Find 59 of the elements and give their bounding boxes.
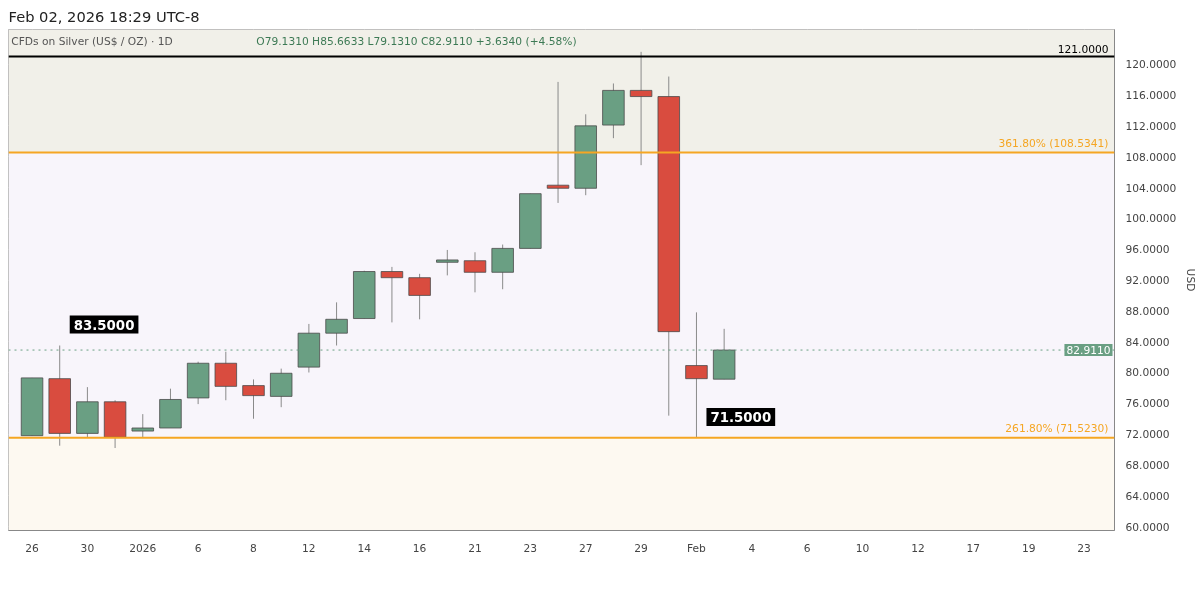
y-tick-label: 68.0000	[1125, 458, 1170, 472]
x-tick-label: 23	[1077, 541, 1091, 555]
y-tick-label: 104.0000	[1125, 181, 1177, 195]
y-tick-label: 76.0000	[1125, 397, 1170, 411]
candlestick	[546, 81, 570, 204]
y-tick-label: 84.0000	[1125, 335, 1170, 349]
y-tick-label: 112.0000	[1125, 119, 1177, 133]
candlestick	[685, 311, 708, 439]
x-tick-label: 4	[748, 541, 756, 555]
x-tick-label: Feb	[687, 541, 707, 555]
x-tick-label: 8	[250, 541, 258, 555]
text: Feb 02, 2026 18:29 UTC-8	[8, 7, 200, 25]
candlestick	[214, 351, 238, 401]
x-tick-label: 19	[1021, 541, 1036, 555]
y-tick-label: 88.0000	[1125, 304, 1170, 318]
x-tick-label: 6	[194, 541, 202, 555]
x-tick-label: 6	[803, 541, 811, 555]
candlestick	[463, 251, 487, 293]
ref-line-label: 261.80% (71.5230)	[1005, 421, 1109, 435]
ref-line-label: 361.80% (108.5341)	[998, 136, 1109, 150]
x-tick-label: 12	[302, 541, 316, 555]
ref-line-label: 82.9110	[1066, 344, 1111, 358]
candlestick	[408, 273, 431, 320]
x-tick-label: 17	[966, 541, 981, 555]
x-tick-label: 12	[911, 541, 925, 555]
candlestick	[436, 249, 459, 276]
x-tick-label: 29	[634, 541, 649, 555]
x-tick-label: 2026	[129, 541, 157, 555]
x-tick-label: 26	[25, 541, 40, 555]
candlestick	[629, 51, 653, 166]
candlestick	[325, 301, 348, 347]
y-tick-label: 116.0000	[1125, 89, 1177, 103]
x-tick-label: 23	[523, 541, 538, 555]
annotation: 83.5000	[73, 317, 135, 333]
candlestick	[242, 378, 265, 420]
y-tick-label: 108.0000	[1125, 150, 1177, 164]
y-tick-label: 72.0000	[1125, 428, 1170, 442]
y-tick-label: 96.0000	[1125, 243, 1170, 257]
y-tick-label: 60.0000	[1125, 520, 1170, 534]
y-axis-title: USD	[1184, 268, 1198, 292]
y-tick-label: 64.0000	[1125, 489, 1170, 503]
annotation: 71.5000	[710, 410, 772, 426]
y-tick-label: 120.0000	[1125, 58, 1177, 72]
ref-line-label: 121.0000	[1057, 43, 1109, 57]
x-tick-label: 10	[855, 541, 870, 555]
text: CFDs on Silver (US$ / OZ) · 1D	[11, 34, 173, 48]
candlestick	[270, 368, 293, 408]
x-tick-label: 27	[578, 541, 593, 555]
text: O79.1310 H85.6633 L79.1310 C82.9110 +3.6340 (+4.58%)	[256, 34, 577, 48]
x-tick-label: 14	[357, 541, 372, 555]
y-tick-label: 80.0000	[1125, 366, 1170, 380]
candlestick	[131, 413, 154, 439]
candlestick	[491, 244, 514, 290]
x-tick-label: 16	[412, 541, 427, 555]
x-tick-label: 30	[80, 541, 95, 555]
y-tick-label: 92.0000	[1125, 274, 1170, 287]
x-tick-label: 21	[468, 541, 482, 555]
candlestick	[380, 266, 404, 323]
y-tick-label: 100.0000	[1125, 212, 1177, 226]
